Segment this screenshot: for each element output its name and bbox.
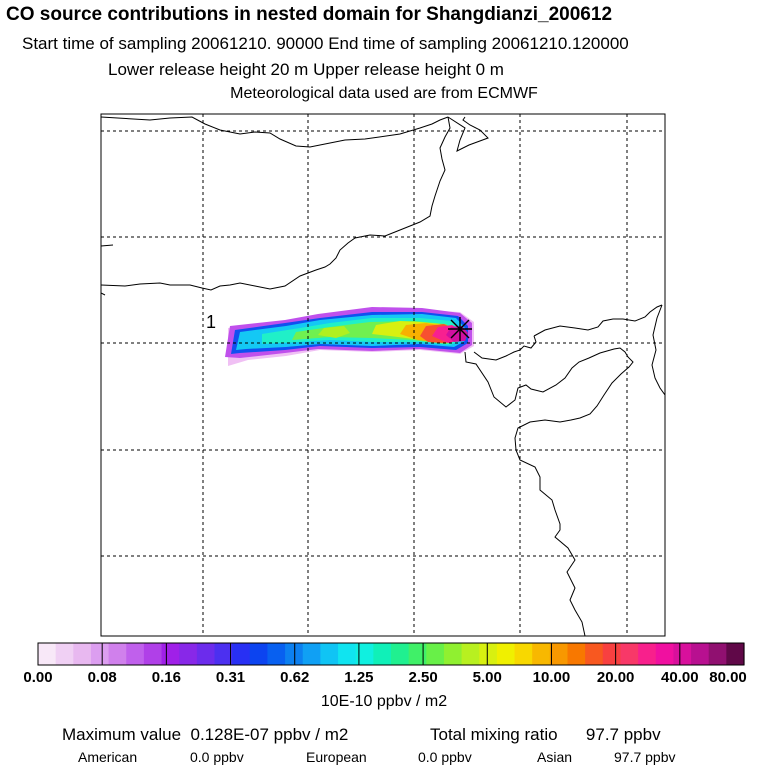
colorbar-tick-label: 0.62 (280, 669, 310, 686)
colorbar-swatch (232, 643, 251, 665)
colorbar-swatch (38, 643, 57, 665)
colorbar-swatch (638, 643, 657, 665)
receptor-asterisk-icon (448, 317, 472, 341)
region-name-american: American (78, 749, 138, 765)
colorbar-swatch (655, 643, 674, 665)
colorbar-swatch (426, 643, 445, 665)
max-value: 0.128E-07 ppbv / m2 (190, 725, 349, 744)
region-value-european: 0.0 ppbv (418, 749, 472, 765)
max-value-row: Maximum value 0.128E-07 ppbv / m2 (62, 725, 348, 745)
colorbar-swatch (620, 643, 639, 665)
colorbar-swatch (691, 643, 710, 665)
colorbar-swatch (108, 643, 127, 665)
colorbar-swatch (249, 643, 269, 665)
colorbar-swatch (479, 643, 498, 665)
colorbar-swatch (214, 643, 233, 665)
colorbar-dividers (101, 643, 681, 665)
region-value-asian: 97.7 ppbv (614, 749, 676, 765)
colorbar-swatch (55, 643, 74, 665)
colorbar-swatch (320, 643, 339, 665)
colorbar-swatch (408, 643, 427, 665)
colorbar-swatch (143, 643, 163, 665)
lat-lon-grid (101, 114, 665, 636)
colorbar-swatch (567, 643, 586, 665)
colorbar-swatch (708, 643, 727, 665)
colorbar-swatch (338, 643, 357, 665)
colorbar-frame (37, 642, 745, 666)
colorbar-swatch (673, 643, 692, 665)
colorbar-tick-label: 0.31 (215, 669, 246, 686)
colorbar-swatch (443, 643, 463, 665)
colorbar-swatch (496, 643, 516, 665)
plume (225, 307, 474, 366)
total-mixing-label: Total mixing ratio (430, 725, 558, 744)
sampling-time-line: Start time of sampling 20061210. 90000 E… (22, 34, 629, 53)
colorbar-tick-label: 10.00 (532, 669, 571, 686)
total-mixing-value: 97.7 ppbv (585, 725, 661, 744)
colorbar-swatch (602, 643, 622, 665)
colorbar-swatch (461, 643, 480, 665)
colorbar-swatch (179, 643, 198, 665)
colorbar-swatch (514, 643, 533, 665)
colorbar-tick-label: 20.00 (596, 669, 635, 686)
colorbar-swatch (285, 643, 304, 665)
map-area (101, 114, 665, 636)
colorbar-swatch (126, 643, 145, 665)
colorbar-swatch (373, 643, 392, 665)
colorbar-swatch (549, 643, 569, 665)
map-frame (100, 113, 666, 637)
colorbar-swatch (196, 643, 216, 665)
colorbar-swatch (267, 643, 286, 665)
colorbar-tick-label: 1.25 (344, 669, 374, 686)
coastlines (101, 116, 665, 636)
colorbar-swatch (726, 643, 745, 665)
colorbar-tick-label: 5.00 (472, 669, 502, 686)
colorbar-swatch (391, 643, 410, 665)
colorbar-swatch (90, 643, 110, 665)
region-name-asian: Asian (537, 749, 573, 765)
colorbar-swatch (355, 643, 374, 665)
colorbar-tick-label: 2.50 (408, 669, 438, 686)
colorbar-unit: 10E-10 ppbv / m2 (320, 693, 448, 710)
colorbar-swatch (302, 643, 321, 665)
colorbar-swatch (161, 643, 180, 665)
colorbar-tick-label: 0.16 (151, 669, 181, 686)
plume-label: 1 (206, 312, 216, 332)
colorbar-swatch (585, 643, 604, 665)
colorbar-tick-label: 80.00 (709, 669, 747, 686)
region-name-european: European (306, 749, 367, 765)
met-data-line: Meteorological data used are from ECMWF (230, 85, 538, 102)
colorbar-tick-label: 40.00 (661, 669, 699, 686)
colorbar-swatch (73, 643, 92, 665)
colorbar (38, 643, 745, 665)
max-value-label: Maximum value (62, 725, 182, 744)
page-title: CO source contributions in nested domain… (6, 4, 613, 25)
colorbar-tick-label: 0.08 (87, 669, 117, 686)
region-value-american: 0.0 ppbv (190, 749, 244, 765)
colorbar-tick-label: 0.00 (23, 669, 53, 686)
total-mixing-row: Total mixing ratio 97.7 ppbv (430, 725, 661, 745)
colorbar-swatch (532, 643, 551, 665)
release-height-line: Lower release height 20 m Upper release … (108, 60, 504, 79)
